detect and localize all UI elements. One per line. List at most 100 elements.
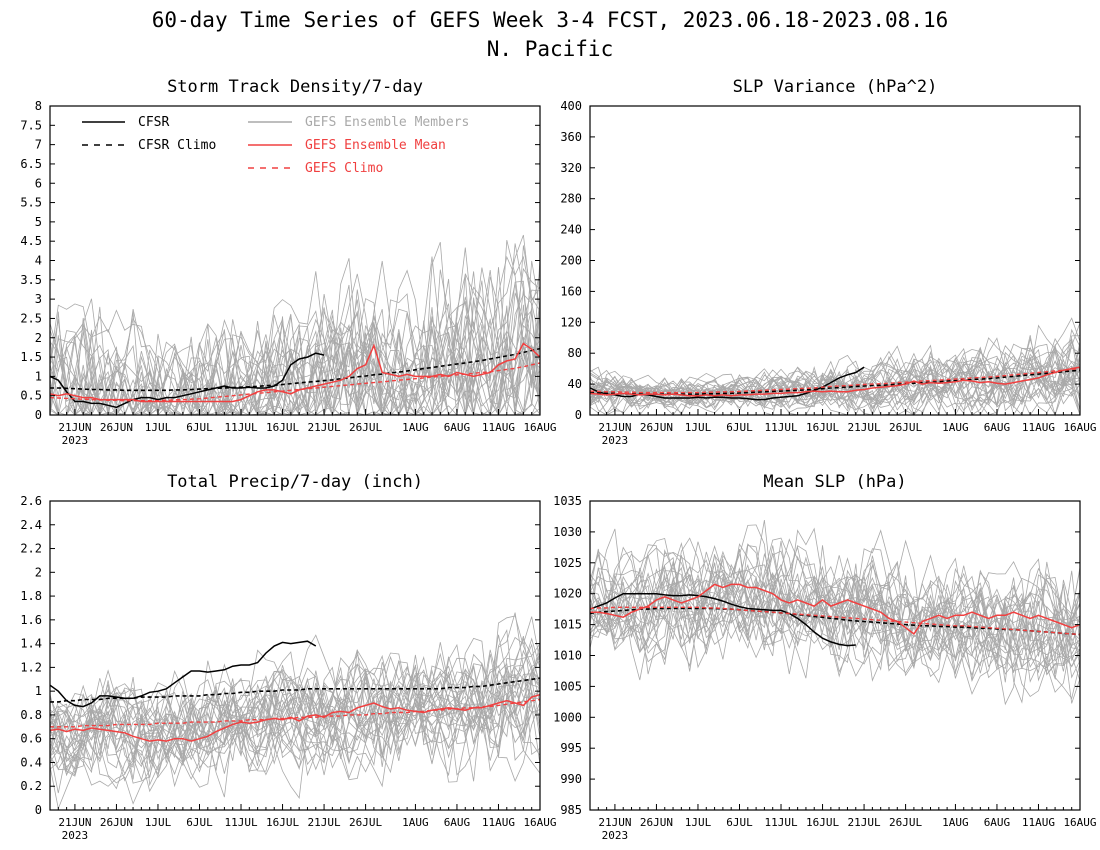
x-tick-label: 16JUL — [806, 816, 839, 829]
legend-label-cfsr-climo: CFSR Climo — [138, 138, 216, 153]
panel-storm-track-density: Storm Track Density/7-day 0 0.5 1 1.5 2 2.5 3 3… — [20, 77, 556, 447]
x-tick-label: 21JUL — [308, 421, 341, 434]
y-tick-label: 1030 — [553, 525, 582, 539]
ensemble-members — [49, 612, 541, 810]
ensemble-member-line — [49, 677, 541, 799]
y-tick-label: 1010 — [553, 649, 582, 663]
y-tick-label: 80 — [568, 346, 582, 360]
ensemble-member-line — [589, 545, 1081, 674]
y-tick-label: 995 — [560, 741, 582, 755]
series-cfsr — [589, 366, 865, 401]
y-tick-label: 2.5 — [20, 311, 42, 325]
series-cfsr — [49, 352, 325, 409]
x-tick-label: 1AUG — [402, 421, 429, 434]
ensemble-member-line — [589, 338, 1081, 416]
y-tick-label: 0.2 — [20, 779, 42, 793]
series-climo — [50, 698, 541, 728]
ensemble-member-line — [49, 642, 541, 770]
ensemble-member-line — [589, 344, 1081, 416]
x-tick-label: 11AUG — [1022, 421, 1055, 434]
y-tick-label: 400 — [560, 99, 582, 113]
y-tick-label: 7.5 — [20, 118, 42, 132]
y-tick-label: 0.4 — [20, 755, 42, 769]
x-year-label: 2023 — [602, 829, 629, 842]
x-tick-label: 21JUL — [848, 816, 881, 829]
series-cfsr-climo — [589, 369, 1081, 395]
y-tick-label: 1 — [35, 684, 42, 698]
x-tick-label: 26JUL — [889, 816, 922, 829]
legend-label-climo: GEFS Climo — [305, 161, 383, 176]
y-tick-label: 240 — [560, 223, 582, 237]
y-tick-label: 4 — [35, 254, 42, 268]
y-tick-label: 200 — [560, 254, 582, 268]
x-tick-label: 26JUN — [100, 816, 133, 829]
x-tick-label: 11JUL — [224, 421, 257, 434]
ensemble-member-line — [49, 612, 541, 788]
y-tick-label: 2.6 — [20, 494, 42, 508]
x-tick-label: 6AUG — [984, 421, 1011, 434]
x-tick-label: 16JUL — [266, 421, 299, 434]
y-tick-label: 0 — [575, 408, 582, 422]
y-tick-label: 1005 — [553, 679, 582, 693]
x-tick-label: 6AUG — [444, 421, 471, 434]
ensemble-member-line — [589, 546, 1081, 654]
x-tick-label: 21JUN — [58, 421, 91, 434]
plot-area: 0 40 80 120 160 200 240 280 320 360 400 21JUN 26JUN 1… — [560, 99, 1096, 447]
panel-total-precip: Total Precip/7-day (inch) 0 0.2 0.4 0.6 0.8 1… — [20, 472, 556, 842]
x-tick-label: 11AUG — [1022, 816, 1055, 829]
x-tick-label: 6JUL — [186, 421, 213, 434]
y-tick-label: 0 — [35, 408, 42, 422]
series-climo — [589, 367, 1081, 394]
ensemble-member-line — [49, 637, 541, 793]
ensemble-member-line — [49, 643, 541, 779]
ensemble-member-line — [589, 541, 1081, 700]
y-tick-label: 990 — [560, 772, 582, 786]
y-tick-label: 6.5 — [20, 157, 42, 171]
panel-title: Mean SLP (hPa) — [763, 472, 906, 492]
series-mean — [590, 583, 1081, 635]
x-tick-label: 6JUL — [726, 816, 753, 829]
y-tick-label: 40 — [568, 377, 582, 391]
ensemble-members — [589, 520, 1081, 706]
x-tick-label: 6AUG — [444, 816, 471, 829]
y-tick-label: 1.5 — [20, 350, 42, 364]
x-tick-label: 1AUG — [402, 816, 429, 829]
x-tick-label: 26JUL — [889, 421, 922, 434]
x-tick-label: 26JUN — [640, 816, 673, 829]
x-tick-label: 6JUL — [726, 421, 753, 434]
x-tick-label: 11AUG — [482, 421, 515, 434]
x-tick-label: 16AUG — [523, 816, 556, 829]
series-mean — [49, 342, 541, 403]
ensemble-member-line — [589, 552, 1081, 670]
y-tick-label: 0.6 — [20, 732, 42, 746]
panel-mean-slp: Mean SLP (hPa) 985 990 995 1000 1005 1010 1015… — [553, 472, 1096, 842]
series-cfsr-climo — [50, 347, 541, 392]
legend: CFSR CFSR Climo GEFS Ensemble Members GE… — [82, 115, 469, 176]
legend-label-ensemble: GEFS Ensemble Members — [305, 115, 469, 130]
y-tick-label: 2.4 — [20, 518, 42, 532]
y-tick-label: 4.5 — [20, 234, 42, 248]
y-tick-label: 7 — [35, 138, 42, 152]
ensemble-members — [49, 234, 541, 417]
ensemble-member-line — [49, 299, 541, 417]
y-tick-label: 2 — [35, 565, 42, 579]
x-tick-label: 16JUL — [266, 816, 299, 829]
figure-subtitle: N. Pacific — [487, 37, 613, 61]
x-tick-label: 6JUL — [186, 816, 213, 829]
x-tick-label: 21JUL — [308, 816, 341, 829]
y-tick-label: 120 — [560, 315, 582, 329]
x-tick-label: 11JUL — [224, 816, 257, 829]
y-tick-label: 160 — [560, 284, 582, 298]
x-tick-label: 21JUN — [58, 816, 91, 829]
x-tick-label: 11JUL — [764, 421, 797, 434]
ensemble-member-line — [589, 341, 1081, 417]
x-tick-label: 1JUL — [145, 816, 172, 829]
x-year-label: 2023 — [62, 434, 89, 447]
ensemble-member-line — [589, 539, 1081, 678]
plot-area: 985 990 995 1000 1005 1010 1015 1020 1025 1030 103… — [553, 494, 1096, 842]
x-tick-label: 1JUL — [685, 421, 712, 434]
ensemble-member-line — [589, 551, 1081, 678]
series-cfsr — [589, 592, 856, 647]
series-climo — [49, 362, 541, 402]
x-tick-label: 11JUL — [764, 816, 797, 829]
